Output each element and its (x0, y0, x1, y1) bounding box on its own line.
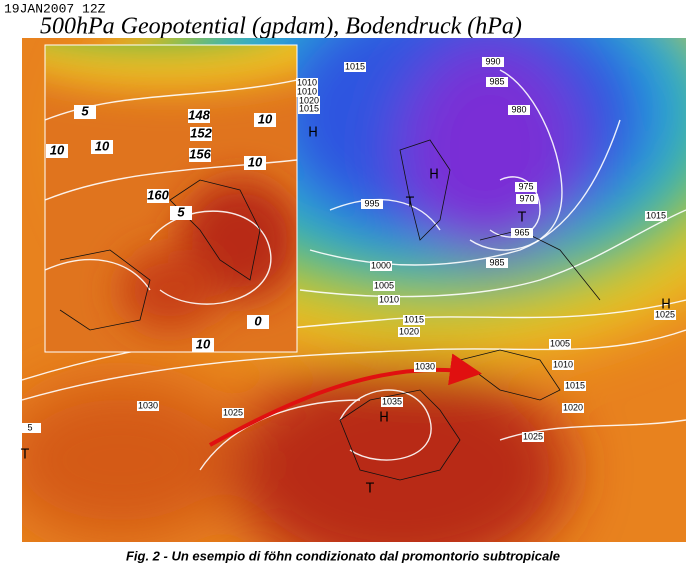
label-box (188, 109, 210, 123)
label-box (373, 281, 395, 291)
label-box (511, 228, 533, 238)
label-box (508, 105, 530, 115)
pressure-center: T (405, 196, 414, 211)
isobar-label: 1000 (371, 260, 391, 270)
geopotential-label: 0 (254, 313, 262, 328)
label-box (91, 140, 113, 154)
isobar-label: 1025 (223, 407, 243, 417)
isobar-label: 1015 (404, 314, 424, 324)
label-box (222, 408, 244, 418)
pressure-center: H (308, 126, 318, 141)
label-box (344, 62, 366, 72)
isobar-label: 975 (518, 181, 533, 191)
isobar-label: 970 (519, 193, 534, 203)
isobar-label: 1025 (655, 309, 675, 319)
isobar-label: 1020 (563, 402, 583, 412)
label-box (296, 78, 318, 88)
isobar-label: 995 (364, 198, 379, 208)
label-box (403, 315, 425, 325)
isobar-label: 1035 (382, 396, 402, 406)
label-box (482, 57, 504, 67)
label-box (562, 403, 584, 413)
pressure-center: T (365, 482, 374, 497)
label-box (515, 182, 537, 192)
label-box (189, 148, 211, 162)
label-box (192, 338, 214, 352)
label-box (254, 113, 276, 127)
label-box (296, 87, 318, 97)
label-box (244, 156, 266, 170)
isobar-label: 1015 (345, 61, 365, 71)
label-box (370, 261, 392, 271)
isobar-label: 1015 (565, 380, 585, 390)
isobar-label: 965 (514, 227, 529, 237)
label-box (645, 211, 667, 221)
isobar-label: 985 (489, 257, 504, 267)
isobar-label: 1010 (553, 359, 573, 369)
label-box (298, 96, 320, 106)
isobar-label: 1005 (374, 280, 394, 290)
isobar-label: 980 (511, 104, 526, 114)
label-box (46, 144, 68, 158)
label-box (381, 397, 403, 407)
isobar-label: 1020 (399, 326, 419, 336)
label-box (414, 362, 436, 372)
isobar-label: 1010 (297, 77, 317, 87)
label-box (398, 327, 420, 337)
pressure-center: T (20, 448, 29, 463)
label-box (486, 258, 508, 268)
label-box (486, 77, 508, 87)
label-box (137, 401, 159, 411)
isobar-label: 1015 (299, 103, 319, 113)
isobar-label: 1025 (523, 431, 543, 441)
geopotential-label: 10 (248, 154, 263, 169)
label-box (247, 315, 269, 329)
label-box (522, 432, 544, 442)
label-box (170, 206, 192, 220)
geopotential-label: 10 (50, 142, 65, 157)
geopotential-label: 156 (189, 146, 211, 161)
label-box (378, 295, 400, 305)
isobar-label: 1010 (297, 86, 317, 96)
label-box (549, 339, 571, 349)
isobar-label: 1030 (415, 361, 435, 371)
geopotential-label: 10 (95, 138, 110, 153)
pressure-center: H (379, 411, 389, 426)
geopotential-label: 5 (81, 103, 89, 118)
label-box (298, 104, 320, 114)
isobar-label: 1005 (550, 338, 570, 348)
caption: Fig. 2 - Un esempio di föhn condizionato… (126, 548, 560, 563)
geopotential-label: 5 (177, 204, 185, 219)
geopotential-label: 152 (190, 125, 212, 140)
isobar-label: 1030 (138, 400, 158, 410)
pressure-center: T (517, 211, 526, 226)
label-box (564, 381, 586, 391)
geopotential-label: 10 (258, 111, 273, 126)
isobar-label: 1020 (299, 95, 319, 105)
geopotential-label: 10 (196, 336, 211, 351)
label-box (190, 127, 212, 141)
pressure-center: H (429, 168, 439, 183)
isobar-label: 1010 (379, 294, 399, 304)
label-box (654, 310, 676, 320)
label-box (361, 199, 383, 209)
pressure-center: H (661, 298, 671, 313)
isobar-label: 5 (27, 422, 32, 432)
isobar-label: 985 (489, 76, 504, 86)
label-box (74, 105, 96, 119)
timestamp: 19JAN2007 12Z (4, 1, 106, 16)
label-box (552, 360, 574, 370)
isobar-label: 990 (485, 56, 500, 66)
isobar-label: 1015 (646, 210, 666, 220)
geopotential-label: 148 (188, 107, 210, 122)
label-box (19, 423, 41, 433)
inset-map (44, 44, 298, 353)
label-box (147, 189, 169, 203)
label-box (516, 194, 538, 204)
geopotential-label: 160 (147, 187, 169, 202)
map-title: 500hPa Geopotential (gpdam), Bodendruck … (40, 14, 522, 40)
